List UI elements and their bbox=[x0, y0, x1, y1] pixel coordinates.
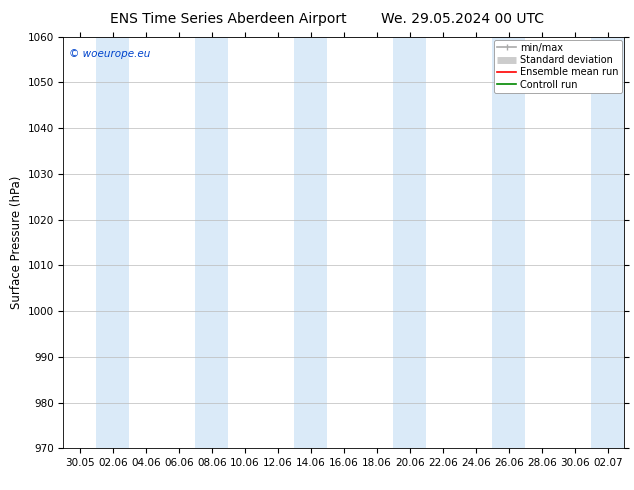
Y-axis label: Surface Pressure (hPa): Surface Pressure (hPa) bbox=[10, 176, 23, 309]
Legend: min/max, Standard deviation, Ensemble mean run, Controll run: min/max, Standard deviation, Ensemble me… bbox=[494, 40, 621, 93]
Bar bbox=[592, 37, 624, 448]
Text: ENS Time Series Aberdeen Airport: ENS Time Series Aberdeen Airport bbox=[110, 12, 347, 26]
Text: © woeurope.eu: © woeurope.eu bbox=[69, 49, 150, 59]
Bar bbox=[96, 37, 129, 448]
Bar bbox=[394, 37, 427, 448]
Bar bbox=[195, 37, 228, 448]
Bar bbox=[294, 37, 327, 448]
Text: We. 29.05.2024 00 UTC: We. 29.05.2024 00 UTC bbox=[381, 12, 545, 26]
Bar bbox=[493, 37, 526, 448]
